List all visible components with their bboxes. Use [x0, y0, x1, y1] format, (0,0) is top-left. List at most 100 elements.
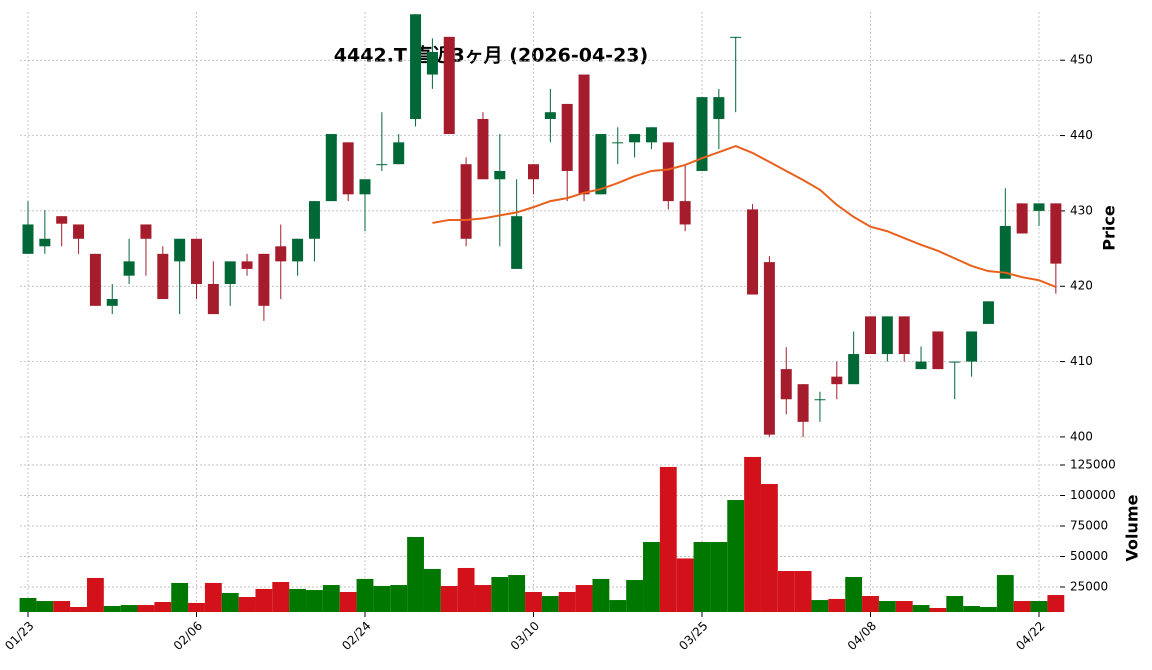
candle-body: [460, 164, 472, 239]
candle-body: [56, 216, 68, 224]
candle-body: [275, 246, 287, 262]
volume-bar: [36, 601, 54, 612]
candle-body: [393, 142, 405, 165]
volume-bar: [53, 601, 71, 612]
volume-bar: [760, 484, 778, 612]
candle-body: [898, 316, 910, 355]
volume-bar: [322, 585, 340, 612]
volume-bar: [626, 580, 644, 612]
candle-body: [932, 331, 944, 370]
moving-average: [432, 145, 1057, 288]
volume-bar: [306, 590, 323, 612]
volume-bar: [373, 586, 391, 612]
candle-body: [22, 224, 34, 254]
volume-bar: [946, 596, 964, 612]
x-tick-label: 04/08: [845, 619, 879, 653]
volume-bar: [963, 606, 981, 612]
candle-body: [292, 238, 304, 262]
candle-body: [966, 331, 978, 362]
volume-bar: [912, 605, 930, 612]
volume-bar: [744, 456, 761, 612]
volume-bar: [390, 585, 408, 612]
candle-body: [881, 316, 893, 355]
candle-body: [730, 36, 742, 38]
volume-bar: [255, 588, 273, 612]
volume-bar: [457, 567, 475, 612]
candle-body: [258, 253, 270, 306]
volume-bar: [508, 575, 526, 612]
volume-bar: [19, 597, 37, 612]
volume-bar: [204, 582, 222, 612]
candle-body: [39, 238, 51, 247]
candle-body: [544, 112, 556, 119]
y-tick-label: 420: [1070, 279, 1093, 293]
candle-body: [308, 201, 320, 239]
candle-body: [696, 97, 708, 171]
candle-body: [831, 376, 843, 385]
candle-body: [342, 142, 354, 195]
y2-tick-label: 100000: [1070, 488, 1116, 502]
volume-bar: [70, 606, 87, 612]
volume-bar: [423, 568, 441, 612]
candle-body: [747, 209, 759, 295]
candle-body: [174, 238, 186, 262]
volume-bar: [171, 582, 189, 612]
volume-bar: [845, 576, 863, 612]
candle-body: [865, 316, 876, 355]
volume-bar: [86, 577, 104, 612]
candle-body: [528, 164, 539, 180]
x-tick-label: 04/22: [1013, 619, 1047, 653]
candle-body: [915, 361, 927, 370]
volume-bar: [103, 606, 121, 612]
candle-body: [595, 134, 607, 195]
candle-body: [662, 142, 674, 202]
volume-bar: [541, 596, 559, 612]
x-tick-label: 02/06: [171, 619, 205, 653]
candle-body: [1016, 203, 1028, 234]
volume-bar: [609, 600, 627, 612]
volume-bar: [289, 588, 307, 612]
volume-bar: [575, 585, 593, 612]
volume-bar: [996, 575, 1014, 612]
y-tick-label: 440: [1070, 128, 1093, 142]
x-tick-label: 03/10: [508, 619, 542, 653]
volume-bar: [794, 571, 812, 612]
y2-tick-label: 75000: [1070, 518, 1108, 532]
volume-bar: [980, 606, 997, 612]
candle-body: [679, 201, 691, 225]
candle-body: [359, 179, 371, 195]
x-tick-label: 02/24: [339, 619, 373, 653]
volume-bar: [558, 591, 576, 612]
candle-body: [713, 97, 725, 119]
candle-body: [224, 261, 236, 284]
volume-bar: [777, 571, 795, 612]
candle-body: [157, 253, 169, 300]
candle-body: [106, 299, 118, 306]
volume-bar: [1047, 595, 1065, 612]
candle-body: [612, 142, 624, 144]
candle-body: [780, 369, 792, 400]
y-tick-label: 450: [1070, 53, 1093, 67]
candle-body: [494, 170, 506, 180]
candle-body: [814, 399, 826, 401]
candle-body: [629, 134, 641, 143]
y2-axis-label: Volume: [1123, 494, 1142, 561]
volume-bar: [693, 541, 711, 612]
volume-bar: [878, 601, 896, 612]
volume-bar: [221, 592, 239, 612]
volume-bar: [895, 601, 913, 612]
volume-bar: [137, 605, 155, 612]
candle-body: [999, 225, 1011, 279]
candle-body: [426, 51, 438, 75]
candle-body: [325, 134, 337, 202]
volume-bar: [339, 591, 357, 612]
volume-bar: [407, 536, 424, 612]
volume-bar: [811, 600, 829, 612]
y2-tick-label: 25000: [1070, 579, 1108, 593]
volume-bar: [525, 591, 542, 612]
x-tick-label: 03/25: [676, 619, 710, 653]
candle-body: [89, 253, 101, 306]
candle-body: [410, 14, 422, 119]
candle-body: [848, 354, 860, 385]
